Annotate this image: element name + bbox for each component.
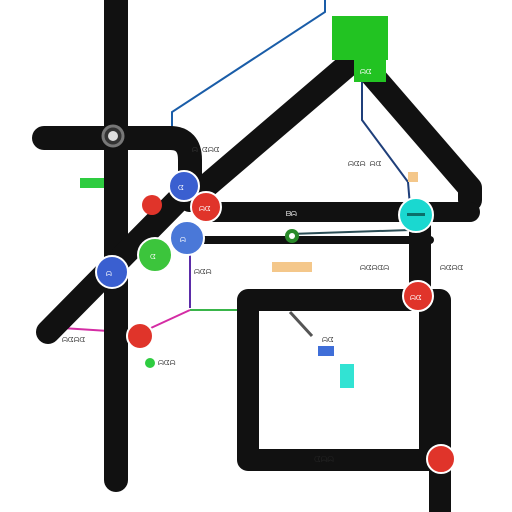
station-roundabout[interactable] [101, 124, 125, 148]
cyan-info-marker [340, 364, 354, 388]
station-leaf-green[interactable]: ᗧ [137, 237, 173, 273]
station-ferry-blue[interactable]: ᗣ [95, 255, 129, 289]
orange-legend-label [272, 262, 312, 272]
green-destination-tab[interactable] [354, 60, 386, 82]
road-rect-block [237, 289, 441, 471]
station-red-bottom[interactable] [426, 444, 456, 474]
label-top-center: ᗣ ᗧᗣᗧ [192, 146, 220, 154]
station-tram-blue[interactable]: ᗣ [169, 220, 205, 256]
label-left-mid: ᗣᗧᗣ [194, 268, 212, 276]
station-bus-red[interactable]: ᗣᗧ [190, 191, 222, 223]
label-left-low: ᗣᗧᗣᗧ [62, 336, 85, 344]
blue-transit-line [171, 0, 326, 128]
orange-small-marker [408, 172, 418, 182]
label-center-low: ᗣᗧ [322, 336, 334, 344]
road-label-mid: ᗷᗣ [286, 210, 297, 218]
label-green-small: ᗣᗧᗣ [158, 359, 176, 367]
road-diagonal-right [356, 58, 482, 212]
station-green-small[interactable] [285, 229, 299, 243]
station-red-small[interactable] [142, 195, 162, 215]
green-box-label: ᗣᗧ [360, 68, 372, 76]
tram-icon: ᗣ [180, 236, 186, 244]
subway-icon: ᗧ [178, 184, 184, 192]
label-far-right: ᗣᗧᗣᗧ [440, 264, 463, 272]
leaf-icon: ᗧ [150, 253, 156, 261]
station-green-tiny[interactable] [145, 358, 155, 368]
ferry-icon: ᗣ [106, 270, 112, 278]
label-right-b: ᗣᗧᗣ ᗣᗧ [348, 160, 381, 168]
station-teal[interactable] [398, 197, 434, 233]
road-label-bottom: ᗧᗣᗣ [314, 455, 334, 464]
train-icon: ᗣᗧ [410, 294, 422, 302]
station-train-red[interactable]: ᗣᗧ [402, 280, 434, 312]
label-right-a: ᗣᗧᗣᗧᗣ [360, 264, 389, 272]
green-destination-box[interactable] [332, 16, 388, 60]
station-subway-blue[interactable]: ᗧ [168, 170, 200, 202]
bus-icon: ᗣᗧ [199, 205, 211, 213]
road-top-left-curve [32, 126, 202, 188]
dark-connector-line [289, 229, 411, 235]
gray-connector-line [288, 310, 314, 338]
blue-info-marker [318, 346, 334, 356]
green-legend-marker [80, 178, 104, 188]
station-red-left[interactable] [126, 322, 154, 350]
road-diagonal-main [178, 46, 380, 212]
